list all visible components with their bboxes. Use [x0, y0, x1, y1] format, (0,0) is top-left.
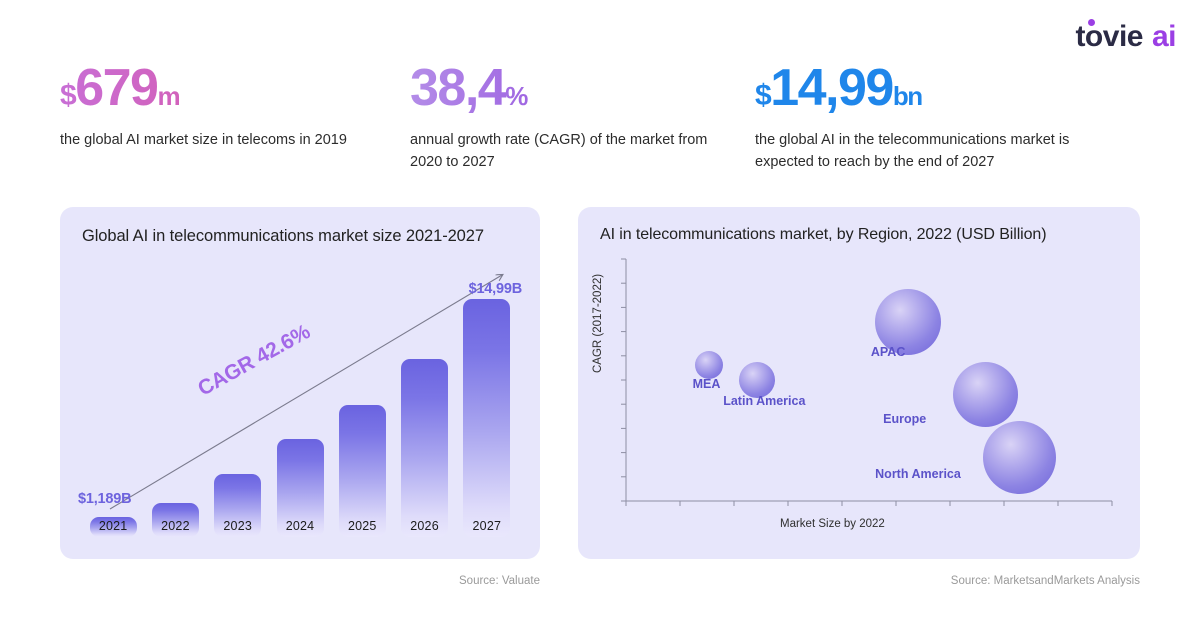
bar-chart-card: Global AI in telecommunications market s… [60, 207, 540, 559]
bar-value-label-last: $14,99B [468, 281, 523, 297]
brand-dot-icon [1088, 19, 1096, 26]
stat-number: 38,4 [410, 59, 506, 117]
bubble-mea[interactable] [694, 351, 723, 380]
stat-value: $ 679 m [60, 62, 410, 114]
bubble-chart-plot: CAGR (2017-2022) Market Size by 2022 MEA… [592, 255, 1118, 537]
bar-category-label: 2027 [472, 519, 502, 533]
stat-value: 38,4 % [410, 62, 755, 114]
stat-card-cagr: 38,4 % annual growth rate (CAGR) of the … [410, 62, 755, 174]
y-axis-title: CAGR (2017-2022) [592, 273, 604, 373]
stats-row: $ 679 m the global AI market size in tel… [60, 62, 1160, 174]
stat-prefix: $ [60, 79, 76, 112]
stat-card-market-size-2019: $ 679 m the global AI market size in tel… [60, 62, 410, 174]
stat-value: $ 14,99 bn [755, 62, 1155, 114]
bubble-label-apac: APAC [870, 344, 906, 359]
stat-number: 679 [75, 59, 158, 117]
bubble-chart-source: Source: MarketsandMarkets Analysis [950, 575, 1140, 587]
stat-number: 14,99 [770, 59, 894, 117]
bubble-latin-america[interactable] [739, 362, 776, 398]
bar-category-label: 2024 [285, 519, 315, 533]
x-axis-title: Market Size by 2022 [780, 518, 885, 530]
bar-category-label: 2025 [347, 519, 377, 533]
bar-chart-title: Global AI in telecommunications market s… [82, 227, 484, 245]
bar-group: 2021 [89, 261, 137, 537]
stat-prefix: $ [755, 79, 772, 112]
bar-chart-source: Source: Valuate [459, 575, 540, 587]
bar-category-label: 2021 [98, 519, 128, 533]
stat-description: the global AI in the telecommunications … [755, 132, 1070, 170]
bar-group: 2026 [401, 261, 449, 537]
bar-chart-plot: 2027 2026 2025 2024 2023 2022 2021 CAGR 42.6% … [78, 261, 522, 537]
bubble-label-latin-america: Latin America [723, 394, 806, 408]
bar-category-label: 2023 [223, 519, 252, 533]
bubble-north-america[interactable] [983, 420, 1057, 494]
stat-suffix: m [157, 81, 180, 111]
brand-logo: tovie ai [1075, 19, 1177, 54]
bar-group: 2023 [214, 261, 262, 537]
brand-suffix: ai [1151, 20, 1177, 53]
stat-description: the global AI market size in telecoms in… [60, 132, 347, 148]
brand-name-text: tovie [1075, 20, 1143, 53]
stat-description: annual growth rate (CAGR) of the market … [410, 132, 708, 170]
bar [401, 359, 449, 537]
bar-group: 2022 [151, 261, 199, 537]
bar-category-label: 2022 [161, 519, 190, 533]
bar-group: 2024 [276, 261, 324, 537]
bar [89, 517, 137, 537]
brand-name: tovie [1075, 19, 1143, 54]
bubble-europe[interactable] [953, 362, 1019, 428]
bar [463, 299, 511, 537]
bubble-label-europe: Europe [883, 412, 927, 427]
bar-category-label: 2026 [410, 519, 439, 533]
bubble-label-north-america: North America [875, 466, 961, 481]
bar-group: 2027 [463, 261, 511, 537]
bubble-chart-axes [621, 258, 1113, 506]
bar-group: 2025 [338, 261, 386, 537]
stat-suffix: bn [892, 81, 923, 111]
bar [338, 405, 386, 537]
bar-value-label-first: $1,189B [78, 491, 132, 507]
stat-card-forecast-2027: $ 14,99 bn the global AI in the telecomm… [755, 62, 1155, 174]
stat-suffix: % [505, 81, 527, 111]
bubble-chart-card: AI in telecommunications market, by Regi… [578, 207, 1140, 559]
bubble-chart-title: AI in telecommunications market, by Regi… [600, 226, 1047, 243]
bubble-label-mea: MEA [692, 377, 721, 392]
bubble-apac[interactable] [874, 288, 941, 355]
